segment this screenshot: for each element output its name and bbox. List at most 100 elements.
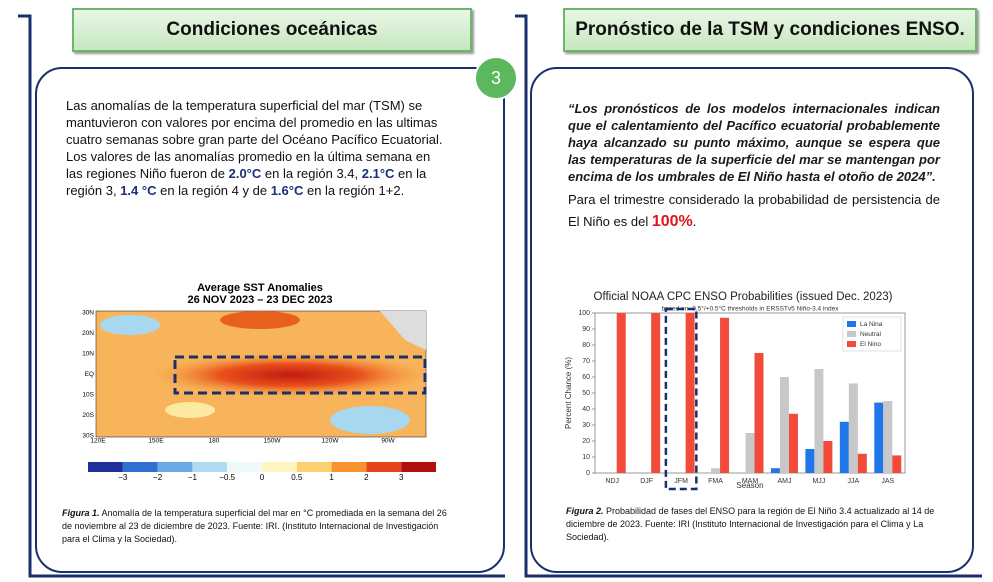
legend-swatch: [847, 341, 856, 347]
colorbar-segment: [262, 462, 297, 472]
colorbar-label: 3: [399, 473, 404, 480]
lon-label: 90W: [381, 438, 395, 445]
right-text: “Los pronósticos de los modelos internac…: [568, 100, 940, 233]
bar: [839, 421, 849, 473]
bar: [848, 383, 858, 473]
caption-label: Figura 1.: [62, 508, 100, 518]
bar: [745, 433, 755, 473]
caption: Figura 1. Anomalía de la temperatura sup…: [62, 507, 452, 546]
chart-title: Official NOAA CPC ENSO Probabilities (is…: [594, 291, 893, 303]
y-tick-label: 70: [582, 358, 590, 365]
colorbar-segment: [122, 462, 158, 472]
text: en la región 3,: [66, 166, 427, 198]
value-text: 1.4 °C: [120, 183, 157, 198]
right-header: Pronóstico de la TSM y condiciones ENSO.: [563, 8, 977, 52]
x-tick-label: JAS: [881, 478, 894, 485]
colorbar-label: −0.5: [219, 473, 235, 480]
bar: [616, 313, 626, 473]
legend-label: Neutral: [860, 331, 882, 338]
map-patch: [330, 406, 410, 434]
text: en la región 4 y de: [156, 183, 271, 198]
y-tick-label: 10: [582, 454, 590, 461]
lat-label: 20N: [82, 330, 94, 337]
quote: “Los pronósticos de los modelos internac…: [568, 101, 940, 184]
text: en la región 3.4,: [261, 166, 362, 181]
x-tick-label: FMA: [708, 478, 723, 485]
y-axis-label: Percent Chance (%): [564, 357, 573, 429]
lat-label: 30S: [82, 433, 94, 440]
colorbar-segment: [88, 462, 123, 472]
caption-text: Anomalía de la temperatura superficial d…: [62, 508, 447, 544]
x-axis-label: Season: [736, 481, 763, 490]
colorbar-label: −2: [153, 473, 163, 480]
bar: [805, 449, 815, 473]
lon-label: 150E: [148, 438, 164, 445]
sst-map: Average SST Anomalies 26 NOV 2023 – 23 D…: [82, 282, 436, 480]
left-header: Condiciones oceánicas: [72, 8, 472, 52]
value-text: 2.1°C: [361, 166, 395, 181]
value-text: 1.6°C: [270, 183, 304, 198]
x-tick-label: AMJ: [777, 478, 791, 485]
region-box: [173, 355, 427, 395]
lat-label: 10N: [82, 351, 94, 358]
y-tick-label: 80: [582, 342, 590, 349]
bar: [857, 453, 867, 473]
colorbar-label: 0: [260, 473, 265, 480]
x-tick-label: JFM: [674, 478, 688, 485]
land: [380, 311, 426, 350]
highlight-box: [664, 307, 698, 491]
y-tick-label: 0: [586, 470, 590, 477]
y-tick-label: 100: [578, 310, 590, 317]
frame-line: [18, 14, 505, 578]
bar: [892, 455, 902, 473]
legend-swatch: [847, 331, 856, 337]
colorbar-segment: [401, 462, 436, 472]
lat-label: 20S: [82, 412, 94, 419]
map-subtitle: 26 NOV 2023 – 23 DEC 2023: [188, 294, 333, 306]
text: Los valores de las anomalías promedio en…: [66, 149, 431, 181]
legend-label: La Nina: [860, 321, 883, 328]
bar: [823, 441, 833, 473]
caption-label: Figura 2.: [566, 506, 604, 516]
legend-label: El Nino: [860, 341, 881, 348]
colorbar-label: −3: [118, 473, 128, 480]
badge-text: 3: [491, 68, 501, 88]
bar: [874, 402, 884, 473]
lon-label: 120W: [322, 438, 340, 445]
map-title: Average SST Anomalies: [197, 282, 323, 294]
bar: [770, 468, 780, 473]
y-tick-label: 20: [582, 438, 590, 445]
badge: [474, 56, 518, 100]
enso-chart: Official NOAA CPC ENSO Probabilities (is…: [564, 291, 906, 491]
paragraph: Para el trimestre considerado la probabi…: [568, 189, 940, 233]
x-tick-label: MJJ: [812, 478, 825, 485]
bar: [883, 401, 893, 473]
paragraph: Los valores de las anomalías promedio en…: [66, 148, 450, 199]
value-text: 2.0°C: [228, 166, 262, 181]
map-patch: [150, 353, 430, 397]
bar: [779, 377, 789, 473]
colorbar-segment: [227, 462, 262, 472]
colorbar-label: 0.5: [291, 473, 303, 480]
colorbar-segment: [331, 462, 367, 472]
y-tick-label: 90: [582, 326, 590, 333]
lon-label: 120E: [90, 438, 106, 445]
lon-label: 150W: [264, 438, 282, 445]
chart-subtitle: based on -0.5°/+0.5°C thresholds in ERSS…: [661, 305, 839, 313]
map-patch: [165, 402, 215, 418]
caption-text: Probabilidad de fases del ENSO para la r…: [566, 506, 935, 542]
y-tick-label: 40: [582, 406, 590, 413]
text: en la región 1+2.: [303, 183, 405, 198]
map-patch: [100, 315, 160, 335]
lat-label: EQ: [85, 371, 94, 378]
paragraph: Las anomalías de la temperatura superfic…: [66, 98, 443, 147]
bar: [685, 313, 695, 473]
y-tick-label: 50: [582, 390, 590, 397]
value-text: 100%: [651, 213, 693, 230]
x-tick-label: JJA: [847, 478, 859, 485]
colorbar-label: −1: [188, 473, 198, 480]
lat-label: 30N: [82, 310, 94, 317]
x-tick-label: DJF: [640, 478, 653, 485]
text: .: [692, 214, 697, 229]
